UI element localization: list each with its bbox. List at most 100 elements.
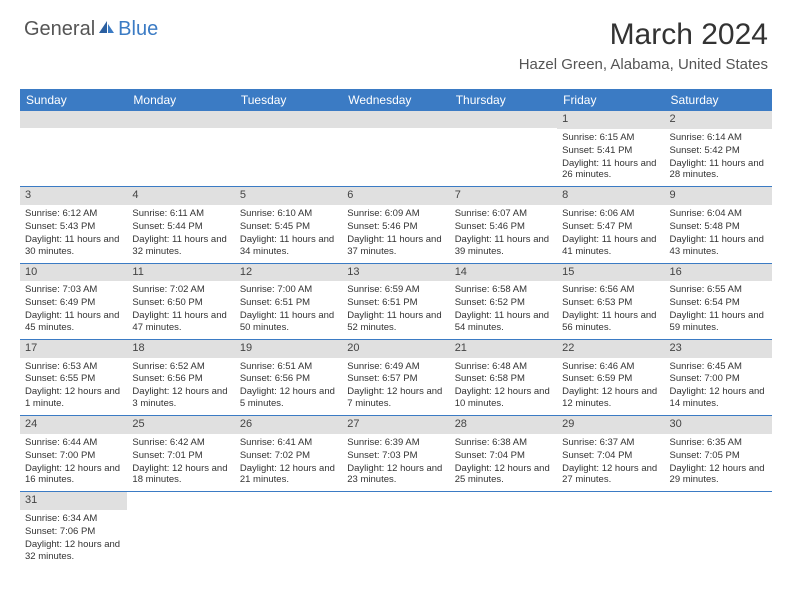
calendar-empty-cell [557,492,664,567]
daylight-line: Daylight: 11 hours and 43 minutes. [670,234,767,258]
sunset-line: Sunset: 5:44 PM [132,221,229,233]
calendar-day-cell: 20Sunrise: 6:49 AMSunset: 6:57 PMDayligh… [342,340,449,415]
daylight-line: Daylight: 11 hours and 37 minutes. [347,234,444,258]
weekday-header: Tuesday [235,89,342,111]
sunset-line: Sunset: 5:42 PM [670,145,767,157]
calendar-day-cell: 24Sunrise: 6:44 AMSunset: 7:00 PMDayligh… [20,416,127,491]
day-number: 24 [20,416,127,434]
sunrise-line: Sunrise: 6:45 AM [670,361,767,373]
empty-daynum-bar [20,111,127,128]
calendar-day-cell: 6 Sunrise: 6:09 AMSunset: 5:46 PMDaylight… [342,187,449,262]
calendar-grid: SundayMondayTuesdayWednesdayThursdayFrid… [20,89,772,568]
daylight-line: Daylight: 11 hours and 28 minutes. [670,158,767,182]
day-number: 23 [665,340,772,358]
calendar-day-cell: 11Sunrise: 7:02 AMSunset: 6:50 PMDayligh… [127,264,234,339]
day-number: 30 [665,416,772,434]
sunset-line: Sunset: 6:57 PM [347,373,444,385]
sunset-line: Sunset: 7:04 PM [455,450,552,462]
daylight-line: Daylight: 11 hours and 32 minutes. [132,234,229,258]
sunset-line: Sunset: 5:48 PM [670,221,767,233]
daylight-line: Daylight: 12 hours and 12 minutes. [562,386,659,410]
sunset-line: Sunset: 7:06 PM [25,526,122,538]
sunrise-line: Sunrise: 6:07 AM [455,208,552,220]
day-number: 5 [235,187,342,205]
sunset-line: Sunset: 6:55 PM [25,373,122,385]
calendar-row: 31Sunrise: 6:34 AMSunset: 7:06 PMDayligh… [20,492,772,567]
sunrise-line: Sunrise: 6:09 AM [347,208,444,220]
sunrise-line: Sunrise: 6:35 AM [670,437,767,449]
calendar-day-cell: 3Sunrise: 6:12 AMSunset: 5:43 PMDaylight… [20,187,127,262]
month-title: March 2024 [519,18,768,52]
daylight-line: Daylight: 11 hours and 54 minutes. [455,310,552,334]
title-block: March 2024 Hazel Green, Alabama, United … [519,18,768,73]
daylight-line: Daylight: 11 hours and 34 minutes. [240,234,337,258]
sunset-line: Sunset: 6:52 PM [455,297,552,309]
calendar-day-cell: 10Sunrise: 7:03 AMSunset: 6:49 PMDayligh… [20,264,127,339]
daylight-line: Daylight: 11 hours and 30 minutes. [25,234,122,258]
empty-daynum-bar [235,111,342,128]
sunrise-line: Sunrise: 6:34 AM [25,513,122,525]
sunrise-line: Sunrise: 6:44 AM [25,437,122,449]
sunset-line: Sunset: 6:54 PM [670,297,767,309]
sail-icon [97,18,117,41]
calendar-day-cell: 22Sunrise: 6:46 AMSunset: 6:59 PMDayligh… [557,340,664,415]
sunset-line: Sunset: 7:00 PM [670,373,767,385]
sunset-line: Sunset: 5:45 PM [240,221,337,233]
day-number: 25 [127,416,234,434]
sunset-line: Sunset: 7:00 PM [25,450,122,462]
calendar-day-cell: 30Sunrise: 6:35 AMSunset: 7:05 PMDayligh… [665,416,772,491]
day-number: 13 [342,264,449,282]
header: General Blue March 2024 Hazel Green, Alab… [0,0,792,81]
day-number: 12 [235,264,342,282]
empty-daynum-bar [450,111,557,128]
sunrise-line: Sunrise: 6:11 AM [132,208,229,220]
day-number: 14 [450,264,557,282]
day-number: 20 [342,340,449,358]
day-number: 22 [557,340,664,358]
sunrise-line: Sunrise: 6:59 AM [347,284,444,296]
calendar-day-cell: 7Sunrise: 6:07 AMSunset: 5:46 PMDaylight… [450,187,557,262]
sunset-line: Sunset: 5:46 PM [455,221,552,233]
day-number: 2 [665,111,772,129]
calendar-empty-cell [127,492,234,567]
calendar-row: 24Sunrise: 6:44 AMSunset: 7:00 PMDayligh… [20,416,772,492]
calendar-day-cell: 12Sunrise: 7:00 AMSunset: 6:51 PMDayligh… [235,264,342,339]
sunset-line: Sunset: 7:05 PM [670,450,767,462]
day-number: 15 [557,264,664,282]
brand-part1: General [24,18,95,41]
sunset-line: Sunset: 5:41 PM [562,145,659,157]
calendar-day-cell: 4Sunrise: 6:11 AMSunset: 5:44 PMDaylight… [127,187,234,262]
calendar-empty-cell [450,492,557,567]
day-number: 10 [20,264,127,282]
weekday-header: Monday [127,89,234,111]
day-number: 11 [127,264,234,282]
sunrise-line: Sunrise: 6:37 AM [562,437,659,449]
sunrise-line: Sunrise: 6:41 AM [240,437,337,449]
sunrise-line: Sunrise: 6:12 AM [25,208,122,220]
sunset-line: Sunset: 7:04 PM [562,450,659,462]
calendar-day-cell: 21Sunrise: 6:48 AMSunset: 6:58 PMDayligh… [450,340,557,415]
daylight-line: Daylight: 11 hours and 47 minutes. [132,310,229,334]
calendar-day-cell: 27Sunrise: 6:39 AMSunset: 7:03 PMDayligh… [342,416,449,491]
calendar-day-cell: 8Sunrise: 6:06 AMSunset: 5:47 PMDaylight… [557,187,664,262]
day-number: 8 [557,187,664,205]
daylight-line: Daylight: 11 hours and 52 minutes. [347,310,444,334]
weekday-header: Saturday [665,89,772,111]
weekday-header: Sunday [20,89,127,111]
calendar-row: 17Sunrise: 6:53 AMSunset: 6:55 PMDayligh… [20,340,772,416]
day-number: 17 [20,340,127,358]
day-number: 29 [557,416,664,434]
daylight-line: Daylight: 11 hours and 50 minutes. [240,310,337,334]
sunrise-line: Sunrise: 6:51 AM [240,361,337,373]
calendar-empty-cell [20,111,127,186]
calendar-day-cell: 13Sunrise: 6:59 AMSunset: 6:51 PMDayligh… [342,264,449,339]
calendar-empty-cell [665,492,772,567]
brand-part2: Blue [118,18,158,41]
day-number: 6 [342,187,449,205]
day-number: 19 [235,340,342,358]
calendar-day-cell: 18Sunrise: 6:52 AMSunset: 6:56 PMDayligh… [127,340,234,415]
empty-daynum-bar [342,111,449,128]
day-number: 3 [20,187,127,205]
sunrise-line: Sunrise: 6:15 AM [562,132,659,144]
sunset-line: Sunset: 5:46 PM [347,221,444,233]
